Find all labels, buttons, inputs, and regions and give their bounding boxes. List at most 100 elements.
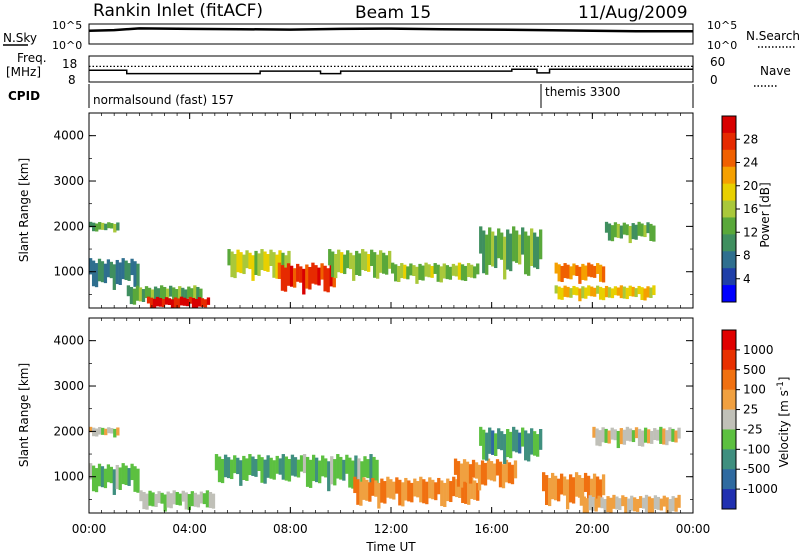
echo-cell bbox=[650, 430, 654, 444]
echo-cell bbox=[515, 429, 519, 453]
echo-cell bbox=[359, 481, 363, 506]
echo-cell bbox=[275, 455, 279, 474]
beam-label: Beam 15 bbox=[355, 3, 431, 23]
echo-cell bbox=[596, 263, 600, 274]
echo-cell bbox=[591, 496, 595, 511]
echo-cell bbox=[618, 498, 622, 511]
echo-cell bbox=[98, 222, 102, 230]
echo-cell bbox=[542, 472, 546, 492]
nave-right-tick-bottom: 0 bbox=[710, 73, 718, 87]
echo-cell bbox=[407, 480, 411, 502]
colorbar-segment bbox=[722, 489, 736, 510]
echo-cell bbox=[366, 459, 370, 479]
nsky-right-tick-top: 10^5 bbox=[707, 19, 737, 32]
echo-cell bbox=[554, 262, 558, 274]
echo-cell bbox=[581, 263, 585, 280]
echo-cell bbox=[159, 285, 164, 300]
echo-cell bbox=[242, 254, 246, 275]
echo-cell bbox=[598, 264, 603, 282]
echo-cell bbox=[489, 461, 494, 481]
echo-cell bbox=[615, 496, 619, 510]
echo-cell bbox=[476, 482, 480, 501]
echo-cell bbox=[254, 250, 258, 276]
echo-cell bbox=[607, 287, 612, 298]
echo-cell bbox=[434, 482, 438, 501]
echo-cell bbox=[628, 428, 633, 442]
echo-cell bbox=[385, 255, 389, 275]
echo-cell bbox=[324, 458, 328, 478]
echo-cell bbox=[245, 250, 249, 269]
echo-cell bbox=[646, 222, 650, 234]
echo-cell bbox=[365, 479, 369, 501]
power-colorbar: 28 24 20 16 12 8 4 bbox=[721, 115, 758, 303]
echo-cell bbox=[151, 492, 155, 507]
echo-cell bbox=[550, 472, 555, 500]
echo-cell bbox=[349, 252, 353, 270]
echo-cell bbox=[320, 263, 324, 280]
echo-cell bbox=[148, 490, 152, 506]
echo-cell bbox=[146, 296, 151, 304]
echo-cell bbox=[142, 491, 146, 510]
colorbar-tick-label: 28 bbox=[743, 132, 758, 146]
echo-cell bbox=[95, 428, 99, 437]
echo-cell bbox=[604, 221, 609, 233]
echo-cell bbox=[251, 255, 255, 281]
time-tick-label: 12:00 bbox=[374, 522, 409, 536]
echo-cell bbox=[622, 286, 626, 299]
echo-cell bbox=[512, 426, 516, 452]
colorbar-segment bbox=[722, 149, 736, 168]
echo-cell bbox=[566, 286, 570, 298]
echo-cell bbox=[409, 263, 413, 276]
colorbar-segment bbox=[722, 200, 736, 218]
echo-cell bbox=[644, 494, 649, 512]
echo-cell bbox=[659, 426, 663, 444]
echo-cell bbox=[427, 264, 431, 278]
echo-cell bbox=[491, 231, 495, 267]
echo-cell bbox=[196, 494, 201, 508]
echo-cell bbox=[653, 495, 658, 510]
echo-cell bbox=[200, 298, 205, 307]
echo-cell bbox=[97, 463, 102, 487]
echo-cell bbox=[604, 285, 609, 298]
echo-cell bbox=[643, 288, 647, 301]
echo-cell bbox=[584, 265, 588, 281]
echo-cell bbox=[361, 249, 365, 271]
echo-cell bbox=[327, 461, 331, 492]
echo-cell bbox=[601, 427, 605, 443]
echo-cell bbox=[565, 479, 570, 510]
echo-cell bbox=[592, 426, 596, 438]
echo-cell bbox=[343, 254, 347, 275]
colorbar-tick-label: 16 bbox=[743, 202, 758, 216]
echo-cell bbox=[556, 478, 561, 502]
echo-cell bbox=[383, 481, 387, 504]
echo-cell bbox=[595, 476, 600, 502]
echo-cell bbox=[89, 426, 93, 433]
echo-cell bbox=[500, 232, 504, 260]
echo-cell bbox=[504, 459, 509, 483]
time-tick-label: 04:00 bbox=[172, 522, 207, 536]
echo-cell bbox=[239, 460, 243, 486]
y-tick-label: 4000 bbox=[53, 334, 84, 348]
echo-cell bbox=[363, 456, 367, 478]
echo-cell bbox=[266, 455, 270, 478]
echo-cell bbox=[382, 252, 386, 274]
echo-cell bbox=[674, 430, 678, 443]
echo-cell bbox=[194, 298, 199, 308]
colorbar-segment bbox=[722, 429, 736, 450]
power-ylabel: Slant Range [km] bbox=[17, 158, 31, 262]
echo-cell bbox=[284, 456, 289, 481]
echo-cell bbox=[536, 236, 540, 270]
echo-cell bbox=[166, 288, 170, 301]
echo-cell bbox=[357, 458, 361, 483]
echo-cell bbox=[191, 297, 196, 308]
echo-cell bbox=[345, 454, 349, 474]
echo-cell bbox=[104, 223, 108, 231]
echo-cell bbox=[346, 250, 350, 269]
echo-cell bbox=[199, 491, 204, 504]
echo-cell bbox=[141, 289, 146, 302]
echo-cell bbox=[188, 296, 193, 304]
colorbar-segment bbox=[722, 469, 736, 490]
echo-cell bbox=[226, 457, 231, 479]
echo-cell bbox=[103, 468, 108, 489]
echo-cell bbox=[628, 225, 632, 244]
